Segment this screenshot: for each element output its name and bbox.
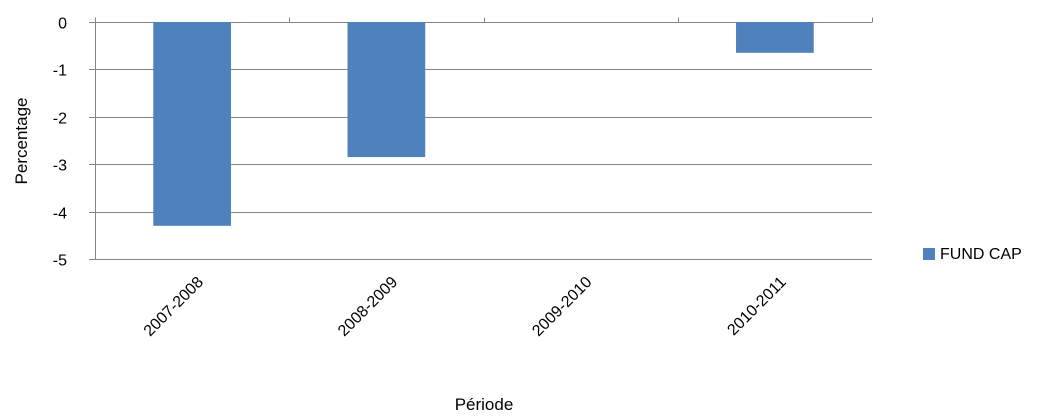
y-axis-tick-labels: 0 -1 -2 -3 -4 -5 bbox=[53, 16, 67, 270]
x-tick-label: 2009-2010 bbox=[529, 274, 595, 340]
y-axis-title: Percentage bbox=[12, 98, 31, 185]
bar-2007-2008 bbox=[153, 22, 231, 226]
y-tick-label: -5 bbox=[53, 253, 67, 270]
bar-2010-2011 bbox=[736, 22, 814, 53]
y-tick-label: -4 bbox=[53, 206, 67, 223]
legend: FUND CAP bbox=[923, 246, 1022, 263]
y-tick-label: 0 bbox=[58, 16, 67, 33]
y-tick-label: -1 bbox=[53, 63, 67, 80]
legend-label-fund-cap: FUND CAP bbox=[940, 246, 1022, 263]
x-axis-tick-labels: 2007-2008 2008-2009 2009-2010 2010-2011 bbox=[141, 274, 790, 340]
x-tick-label: 2008-2009 bbox=[335, 274, 401, 340]
y-tick-label: -3 bbox=[53, 158, 67, 175]
y-tick-label: -2 bbox=[53, 111, 67, 128]
x-axis-title: Période bbox=[455, 395, 514, 414]
x-tick-label: 2010-2011 bbox=[724, 274, 789, 339]
legend-swatch-fund-cap bbox=[923, 248, 935, 260]
bars-group bbox=[153, 22, 814, 226]
x-tick-label: 2007-2008 bbox=[141, 274, 207, 340]
bar-2008-2009 bbox=[347, 22, 426, 158]
